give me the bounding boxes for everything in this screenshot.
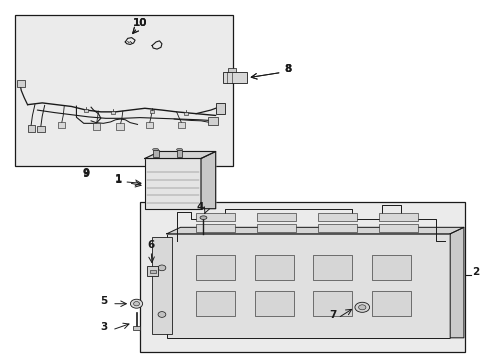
Bar xyxy=(372,291,411,316)
Bar xyxy=(379,213,418,221)
Bar xyxy=(17,80,24,87)
Text: 7: 7 xyxy=(329,310,337,320)
Text: 8: 8 xyxy=(284,64,292,75)
Bar xyxy=(152,237,171,334)
Ellipse shape xyxy=(355,302,369,312)
Bar xyxy=(314,255,352,280)
Bar xyxy=(27,125,35,132)
Bar xyxy=(257,224,296,232)
Bar xyxy=(84,109,88,112)
Text: 10: 10 xyxy=(133,18,147,28)
Text: 9: 9 xyxy=(83,169,90,179)
Ellipse shape xyxy=(134,302,140,306)
Polygon shape xyxy=(167,227,464,234)
Bar xyxy=(140,202,465,352)
Bar xyxy=(15,15,233,166)
Bar xyxy=(372,255,411,280)
Bar xyxy=(117,123,124,130)
Text: 5: 5 xyxy=(100,296,107,306)
Bar xyxy=(255,255,294,280)
Bar xyxy=(318,224,357,232)
Bar xyxy=(93,123,100,130)
Bar xyxy=(153,149,159,157)
Bar xyxy=(145,158,201,209)
Bar xyxy=(150,270,156,273)
Ellipse shape xyxy=(176,148,182,150)
Text: 8: 8 xyxy=(284,64,292,75)
Polygon shape xyxy=(201,152,216,209)
Polygon shape xyxy=(450,227,464,338)
Ellipse shape xyxy=(158,265,166,271)
Bar xyxy=(37,126,45,132)
Bar xyxy=(208,117,218,126)
Text: 4: 4 xyxy=(196,202,203,212)
Bar xyxy=(167,234,450,338)
Bar xyxy=(196,255,235,280)
Bar xyxy=(133,325,140,330)
Bar xyxy=(150,111,154,113)
Bar xyxy=(196,291,235,316)
Text: 1: 1 xyxy=(115,175,122,185)
Polygon shape xyxy=(145,152,216,158)
Text: 9: 9 xyxy=(83,168,90,179)
Bar xyxy=(58,122,65,128)
Bar xyxy=(184,112,188,115)
Text: 2: 2 xyxy=(472,267,479,277)
Ellipse shape xyxy=(130,299,143,308)
Bar xyxy=(111,111,115,114)
Ellipse shape xyxy=(153,148,159,150)
Bar xyxy=(255,291,294,316)
Bar xyxy=(196,224,235,232)
Bar xyxy=(147,266,158,276)
Bar xyxy=(176,149,182,157)
Bar xyxy=(228,68,236,72)
Text: 3: 3 xyxy=(100,322,107,332)
Bar xyxy=(318,213,357,221)
Text: 10: 10 xyxy=(133,18,147,28)
Bar xyxy=(314,291,352,316)
Text: 1: 1 xyxy=(115,174,122,184)
Bar xyxy=(257,213,296,221)
Bar xyxy=(146,122,153,128)
Bar xyxy=(379,224,418,232)
Ellipse shape xyxy=(359,305,366,310)
Ellipse shape xyxy=(200,216,207,220)
Bar xyxy=(216,103,225,114)
Text: 6: 6 xyxy=(147,240,155,250)
Bar xyxy=(223,72,247,83)
Bar xyxy=(196,213,235,221)
Ellipse shape xyxy=(158,312,166,318)
Bar xyxy=(177,122,185,128)
